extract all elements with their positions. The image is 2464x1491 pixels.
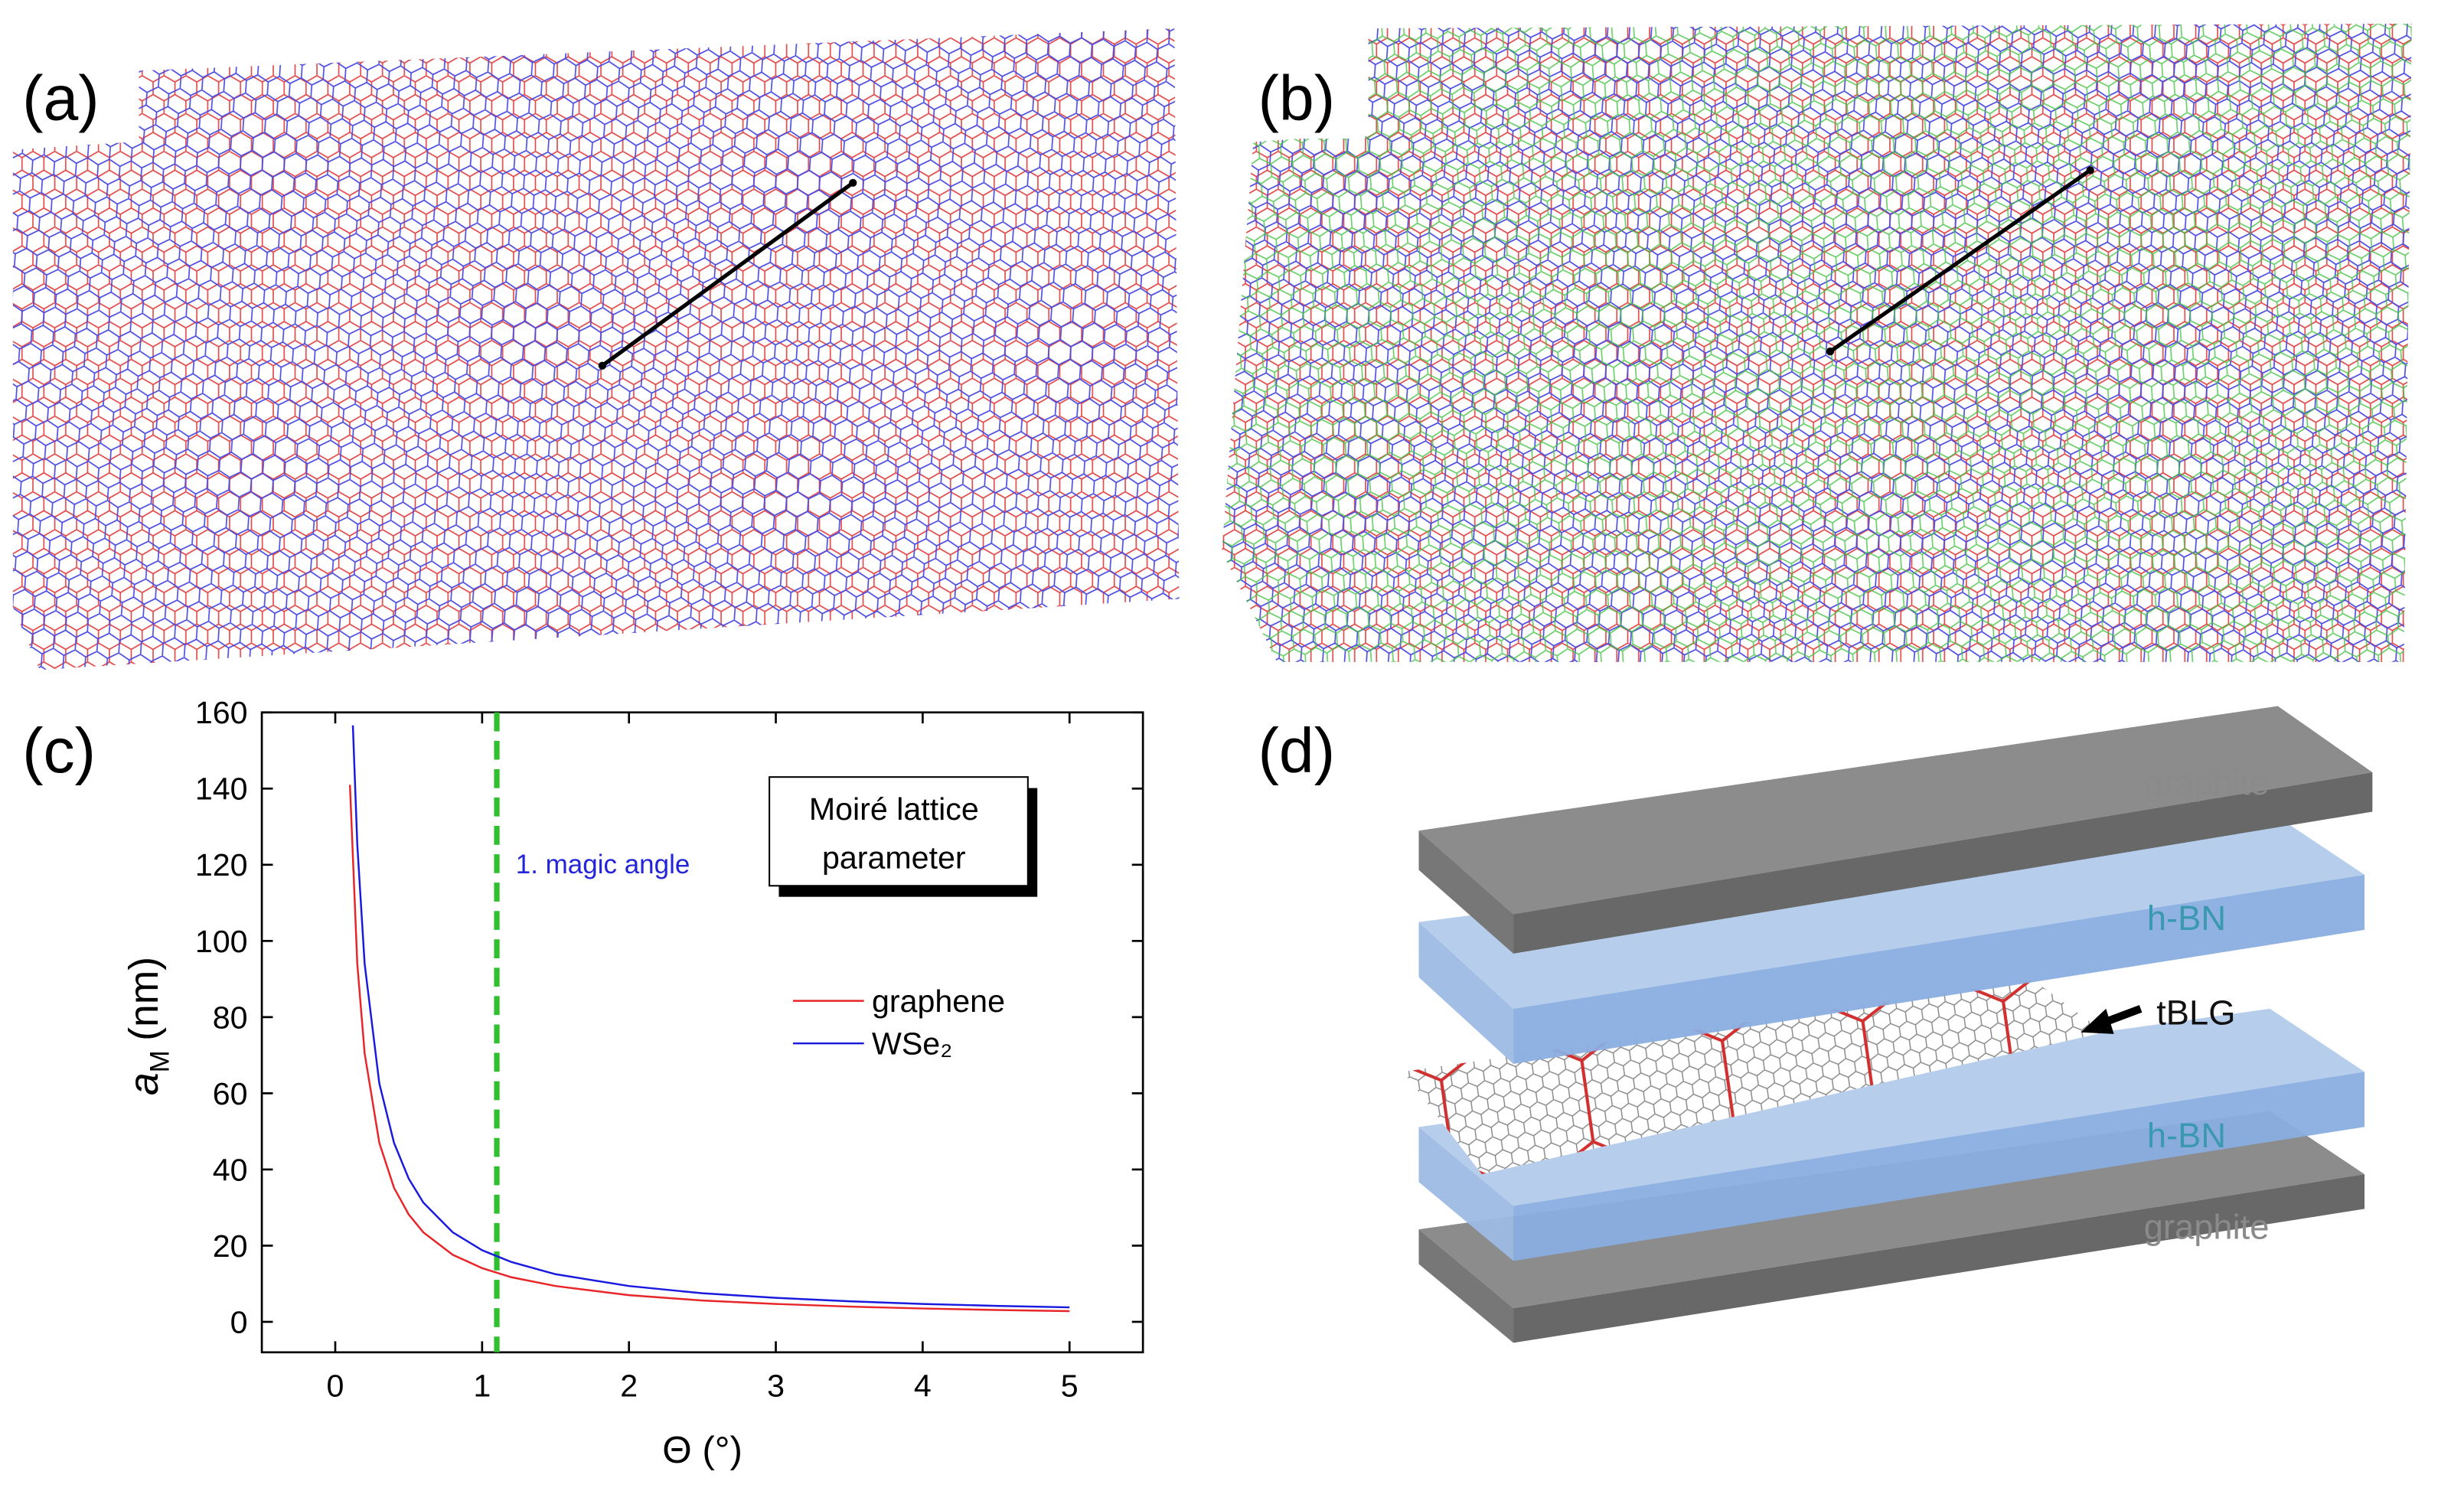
device-stack bbox=[1402, 706, 2373, 1343]
slab-side bbox=[1418, 830, 1514, 954]
box bbox=[769, 776, 1029, 887]
x-tick-label: 0 bbox=[327, 1368, 344, 1403]
slab-top bbox=[1418, 706, 2373, 915]
lattice-b bbox=[1222, 23, 2412, 662]
endpoint bbox=[1826, 347, 1835, 356]
slab-front bbox=[1513, 874, 2365, 1064]
y-tick-label: 160 bbox=[195, 695, 248, 730]
layer-labels: graphite h-BN tBLG h-BN graphite bbox=[2144, 763, 2270, 1247]
series-line bbox=[348, 785, 1070, 1313]
period-line bbox=[601, 181, 854, 367]
y-tick-label: 80 bbox=[213, 1000, 248, 1035]
slab-side bbox=[1418, 922, 1514, 1064]
layer-label: graphite bbox=[2144, 1208, 2270, 1247]
series-line bbox=[351, 725, 1070, 1309]
x-axis-label: Θ (°) bbox=[662, 1429, 742, 1471]
label-bg bbox=[0, 0, 139, 139]
y-label-sub: M bbox=[145, 1050, 175, 1072]
legend-label: WSe₂ bbox=[872, 1026, 952, 1062]
legend-label: graphene bbox=[872, 984, 1005, 1019]
endpoint bbox=[598, 361, 606, 370]
y-label-unit: (nm) bbox=[122, 957, 167, 1041]
layer-label: graphite bbox=[2144, 763, 2270, 802]
slab-front bbox=[1513, 772, 2373, 954]
arrow-head bbox=[2081, 1008, 2114, 1034]
y-tick-label: 140 bbox=[195, 772, 248, 807]
x-tick-label: 1 bbox=[473, 1368, 491, 1403]
y-tick-label: 60 bbox=[213, 1076, 248, 1111]
x-tick-label: 5 bbox=[1061, 1368, 1079, 1403]
y-label-symbol: a bbox=[122, 1072, 167, 1095]
layer-label: h-BN bbox=[2147, 899, 2226, 938]
panel-label: (c) bbox=[22, 716, 96, 786]
layer-label: tBLG bbox=[2156, 993, 2235, 1032]
panel-label: (b) bbox=[1258, 63, 1335, 133]
slab-side bbox=[1418, 1127, 1514, 1261]
y-tick-label: 120 bbox=[195, 847, 248, 883]
y-tick-label: 100 bbox=[195, 924, 248, 959]
endpoint bbox=[2086, 166, 2094, 175]
y-tick-label: 20 bbox=[213, 1228, 248, 1264]
layer-label: h-BN bbox=[2147, 1116, 2226, 1155]
endpoint bbox=[849, 178, 857, 188]
slab-side bbox=[1418, 1229, 1514, 1343]
period-line bbox=[1829, 168, 2092, 354]
x-tick-label: 4 bbox=[914, 1368, 932, 1403]
y-axis-label: aM (nm) bbox=[122, 957, 175, 1095]
chart: 0 20 40 60 80 100 120 140 160 0 1 2 3 4 5 Θ (°) aM (nm) 1.… bbox=[122, 695, 1144, 1471]
plot-frame bbox=[260, 711, 1144, 1354]
x-tick-label: 3 bbox=[767, 1368, 785, 1403]
x-tick-label: 2 bbox=[620, 1368, 638, 1403]
slab-top bbox=[1418, 1008, 2365, 1206]
sheet-moire bbox=[1402, 980, 2105, 1175]
label-bg bbox=[1229, 0, 1366, 139]
slab-front bbox=[1513, 1174, 2365, 1343]
y-tick-label: 0 bbox=[230, 1304, 248, 1339]
slab-top bbox=[1418, 811, 2365, 1009]
panel-label: (a) bbox=[22, 63, 100, 133]
box-title: Moiré lattice bbox=[809, 791, 979, 827]
lattice-a bbox=[12, 28, 1180, 670]
box-title: parameter bbox=[822, 840, 966, 876]
slab-front bbox=[1513, 1072, 2365, 1261]
y-tick-label: 40 bbox=[213, 1152, 248, 1187]
panel-label: (d) bbox=[1258, 716, 1335, 786]
annotation-text: 1. magic angle bbox=[516, 850, 690, 879]
